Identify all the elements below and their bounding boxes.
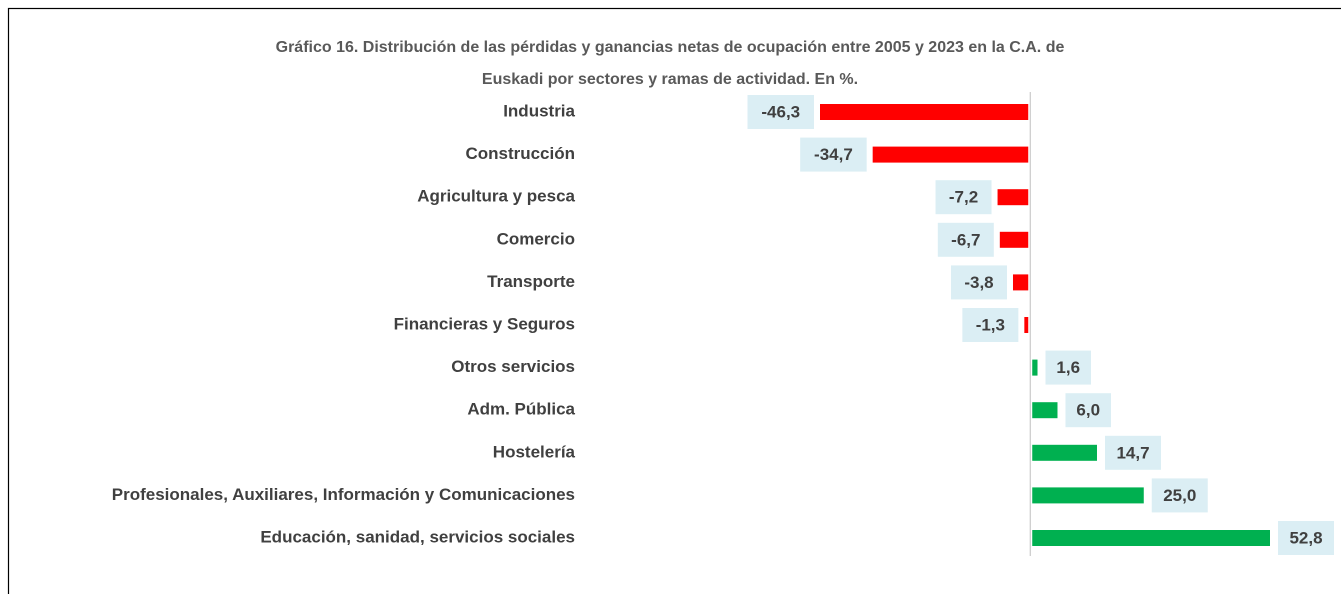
data-label-box: [1045, 350, 1092, 385]
chart-title: Euskadi por sectores y ramas de activida…: [482, 71, 858, 88]
bar: [1032, 444, 1097, 461]
category-label: Profesionales, Auxiliares, Información y…: [112, 485, 575, 504]
bar: [1032, 359, 1038, 376]
data-label-box: [747, 95, 814, 129]
data-label: -7,2: [949, 188, 978, 207]
category-label: Financieras y Seguros: [394, 314, 575, 333]
category-label: Industria: [503, 101, 575, 120]
category-label: Transporte: [487, 272, 575, 291]
data-label: -46,3: [761, 102, 800, 121]
data-label-box: [937, 222, 994, 257]
bar: [1032, 530, 1270, 546]
category-label: Hostelería: [493, 442, 576, 461]
category-label: Adm. Pública: [467, 400, 575, 419]
data-label: 1,6: [1056, 358, 1080, 377]
bar: [1032, 487, 1144, 504]
data-label: -34,7: [814, 145, 853, 164]
category-label: Agricultura y pesca: [417, 187, 575, 206]
data-label-box: [950, 265, 1007, 300]
data-label: 52,8: [1289, 528, 1322, 547]
data-label: 14,7: [1116, 443, 1149, 462]
data-label-box: [962, 308, 1019, 342]
category-label: Otros servicios: [451, 357, 575, 376]
data-label-box: [1278, 521, 1334, 555]
bar: [999, 231, 1029, 248]
bar: [820, 104, 1029, 120]
bar: [997, 189, 1029, 206]
data-label: -6,7: [951, 230, 980, 249]
data-label-box: [800, 137, 867, 172]
data-label-box: [1104, 435, 1161, 470]
data-label-box: [1151, 478, 1208, 513]
data-label-box: [1065, 393, 1111, 428]
data-label: -3,8: [964, 273, 993, 292]
data-label: -1,3: [976, 315, 1005, 334]
data-label: 6,0: [1076, 401, 1100, 420]
bar: [1032, 402, 1058, 419]
category-label: Comercio: [497, 229, 575, 248]
category-label: Construcción: [465, 144, 575, 163]
chart-border: [7, 7, 1341, 594]
bar: [1012, 274, 1029, 291]
category-label: Educación, sanidad, servicios sociales: [260, 527, 575, 546]
data-label: 25,0: [1163, 486, 1196, 505]
data-label-box: [935, 180, 992, 215]
chart-title: Gráfico 16. Distribución de las pérdidas…: [276, 39, 1065, 56]
bar: [1024, 317, 1029, 333]
bar: [872, 146, 1029, 163]
